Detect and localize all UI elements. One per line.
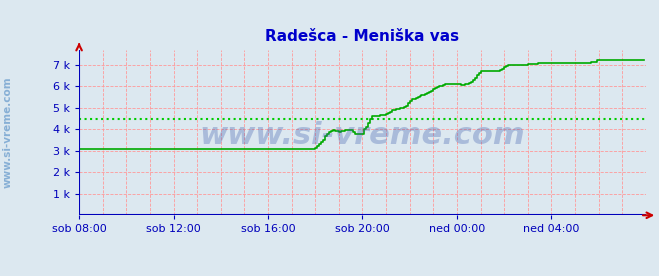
Text: www.si-vreme.com: www.si-vreme.com <box>200 121 525 150</box>
Text: www.si-vreme.com: www.si-vreme.com <box>3 77 13 188</box>
Title: Radešca - Meniška vas: Radešca - Meniška vas <box>266 29 459 44</box>
